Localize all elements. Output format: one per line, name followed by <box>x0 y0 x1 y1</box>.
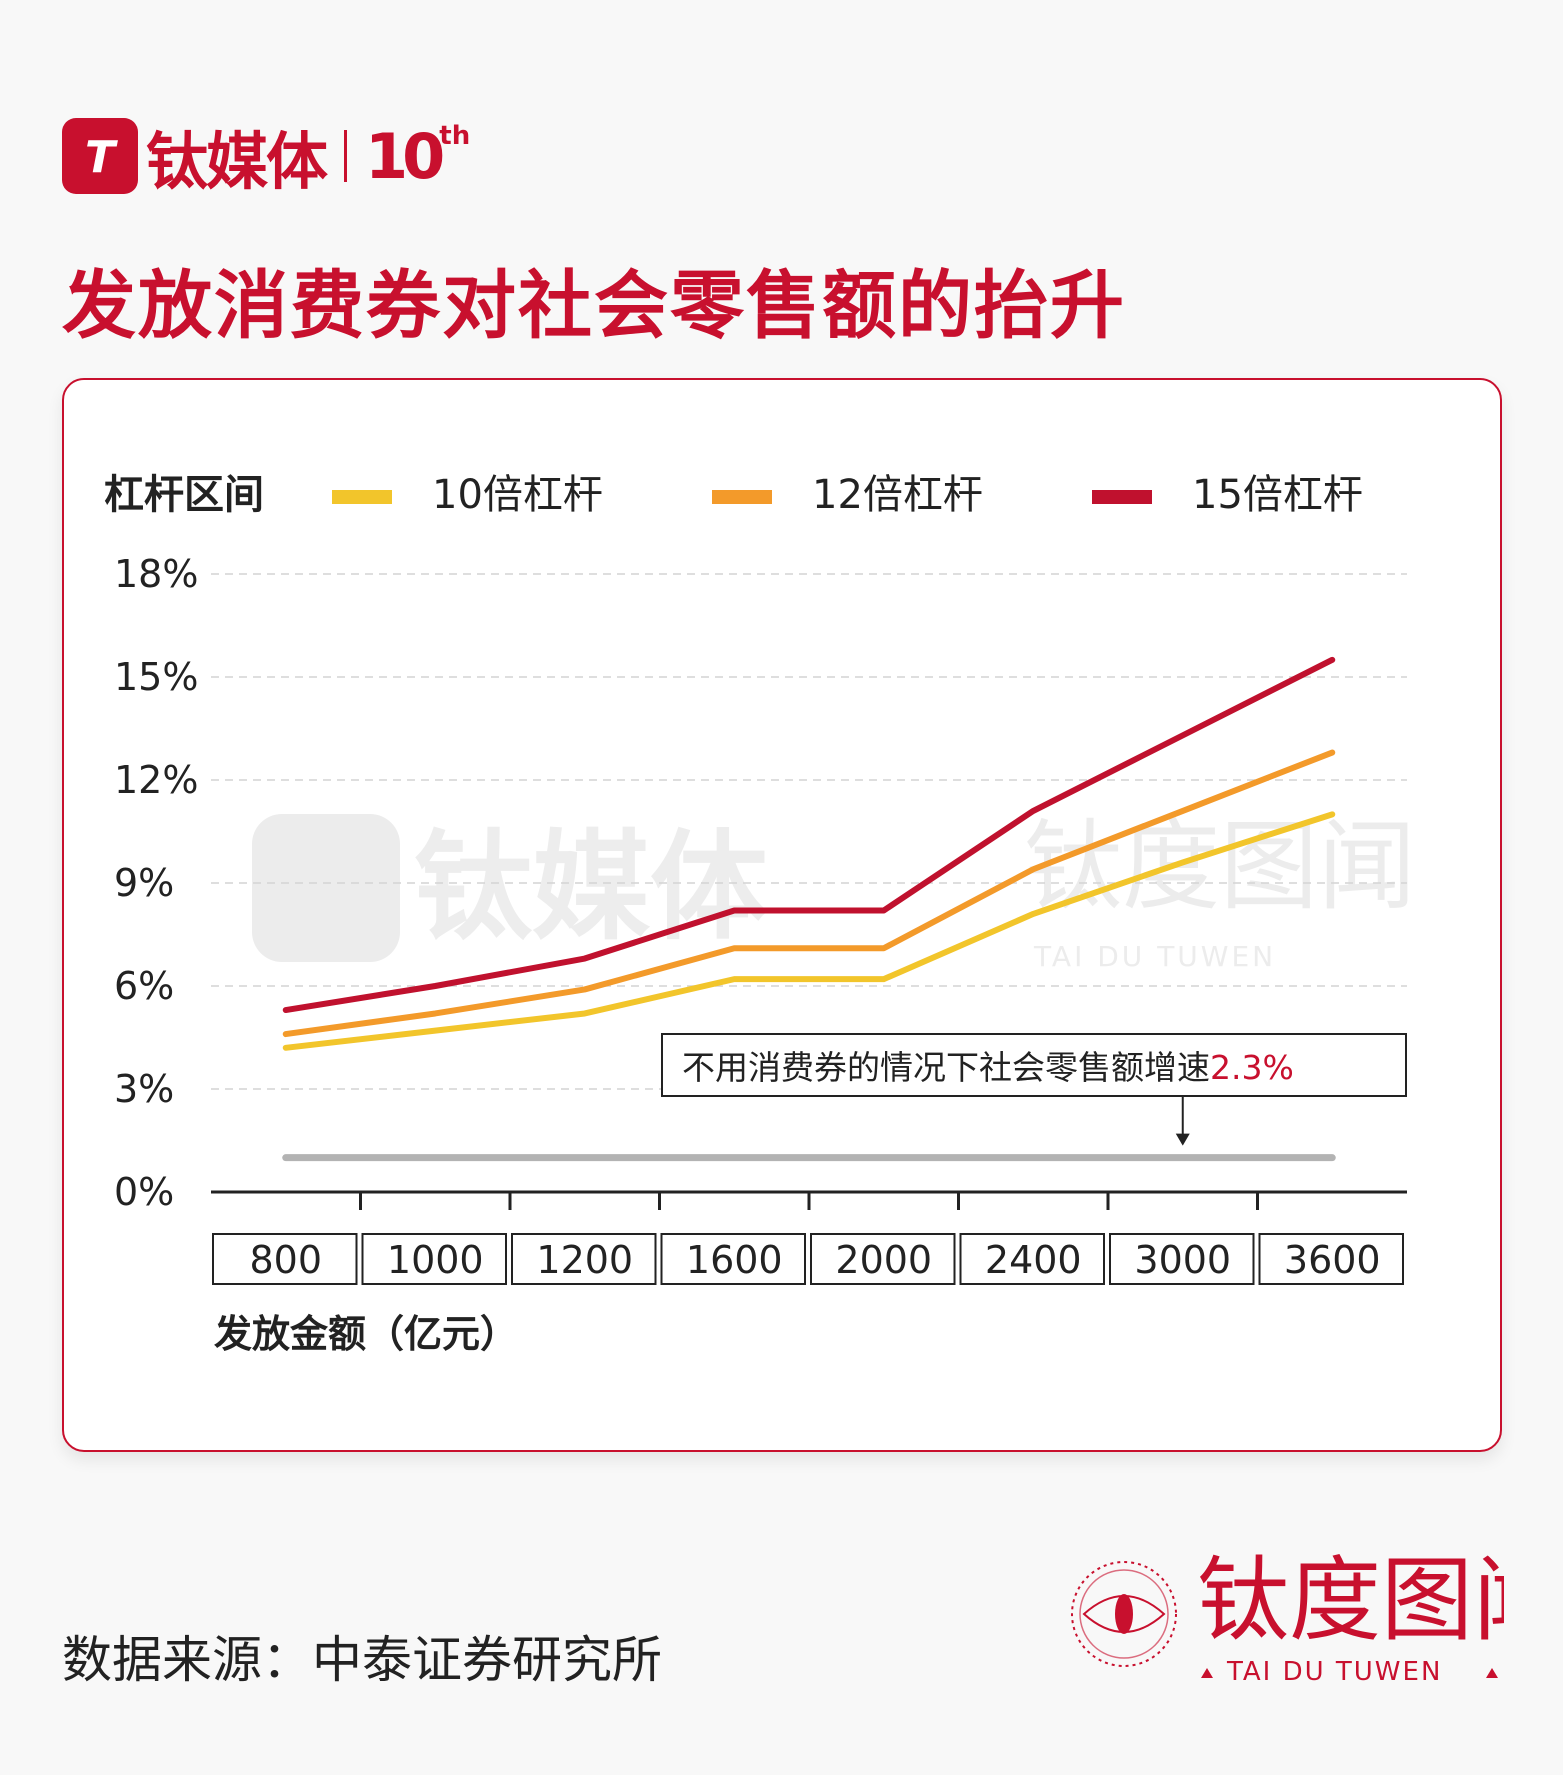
x-category-box <box>959 1233 1105 1285</box>
annotation-text: 不用消费券的情况下社会零售额增速2.3% <box>682 1048 1294 1087</box>
chart-card: 钛媒体 钛度图闻 TAI DU TUWEN 0% 3% 6% 9% 12% 15% 18% 800 1… <box>62 378 1502 1452</box>
x-category-box <box>810 1233 956 1285</box>
legend-title: 杠杆区间 <box>104 472 264 518</box>
y-tick-label: 6% <box>114 964 174 1008</box>
stamp-title: 钛度图闻 <box>1197 1547 1504 1654</box>
x-category-box <box>1258 1233 1404 1285</box>
legend-swatch <box>712 490 772 504</box>
stamp-subtitle: TAI DU TUWEN <box>1226 1657 1442 1687</box>
series-line-2 <box>282 749 1336 1038</box>
legend-swatch <box>332 490 392 504</box>
y-tick-label: 15% <box>114 655 198 699</box>
annotation-value: 2.3% <box>1210 1048 1294 1087</box>
brand-anniversary: 10th <box>365 120 470 193</box>
watermark-title: 钛度图闻 <box>1024 810 1416 924</box>
x-tick-label: 2400 <box>985 1238 1082 1282</box>
x-tick-label: 3000 <box>1134 1238 1231 1282</box>
y-tick-label: 0% <box>114 1170 174 1214</box>
x-tick-label: 2000 <box>835 1238 932 1282</box>
annotation-box <box>661 1033 1407 1097</box>
brand-divider <box>344 130 348 182</box>
watermark-logo-text: 钛媒体 <box>414 818 768 956</box>
page-title: 发放消费券对社会零售额的抬升 <box>62 263 1126 349</box>
anniversary-suffix: th <box>439 120 471 151</box>
line-chart: 钛媒体 钛度图闻 TAI DU TUWEN 0% 3% 6% 9% 12% 15% 18% 800 1… <box>104 472 1416 1356</box>
x-axis-label: 发放金额（亿元） <box>214 1312 518 1356</box>
legend-label: 10倍杠杆 <box>432 472 603 518</box>
x-tick-label: 1000 <box>387 1238 484 1282</box>
y-tick-label: 18% <box>114 552 198 596</box>
annotation-arrow-icon <box>1175 1133 1190 1146</box>
brand-name: 钛媒体 <box>146 125 328 198</box>
tai-du-tuwen-stamp: 钛度图闻 TAI DU TUWEN <box>1071 1547 1504 1687</box>
watermark-logo-icon <box>252 814 400 962</box>
x-category-box <box>511 1233 657 1285</box>
annotation-label: 不用消费券的情况下社会零售额增速 <box>682 1048 1210 1087</box>
legend-label: 12倍杠杆 <box>812 472 983 518</box>
anniversary-number: 10 <box>365 119 445 193</box>
x-tick-label: 3600 <box>1284 1238 1381 1282</box>
x-category-box <box>212 1233 358 1285</box>
brand-header: T 钛媒体 10th <box>62 118 470 198</box>
x-tick-label: 1200 <box>536 1238 633 1282</box>
series-line-1 <box>282 811 1336 1051</box>
x-category-box <box>1109 1233 1255 1285</box>
x-category-box <box>660 1233 806 1285</box>
x-tick-label: 1600 <box>686 1238 783 1282</box>
legend-swatch <box>1092 490 1152 504</box>
y-tick-label: 12% <box>114 758 198 802</box>
brand-logo-letter: T <box>85 132 118 183</box>
brand-logo-icon: T <box>62 118 138 194</box>
y-tick-label: 9% <box>114 861 174 905</box>
stamp-eye-icon <box>1071 1561 1177 1667</box>
data-source: 数据来源：中泰证券研究所 <box>62 1631 662 1689</box>
series-line-3 <box>282 656 1336 1014</box>
legend-label: 15倍杠杆 <box>1192 472 1363 518</box>
watermark-subtitle: TAI DU TUWEN <box>1033 940 1276 973</box>
y-tick-label: 3% <box>114 1067 174 1111</box>
x-tick-label: 800 <box>249 1238 322 1282</box>
x-category-box <box>361 1233 507 1285</box>
stamp-triangle-icon <box>1201 1668 1213 1678</box>
stamp-triangle-icon <box>1486 1668 1498 1678</box>
